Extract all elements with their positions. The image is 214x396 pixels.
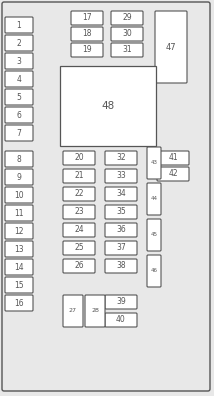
Text: 13: 13 — [14, 244, 24, 253]
Text: 32: 32 — [116, 154, 126, 162]
FancyBboxPatch shape — [5, 151, 33, 167]
Text: 12: 12 — [14, 227, 24, 236]
FancyBboxPatch shape — [5, 17, 33, 33]
Text: 5: 5 — [16, 93, 21, 101]
Text: 27: 27 — [69, 308, 77, 314]
FancyBboxPatch shape — [5, 187, 33, 203]
Text: 17: 17 — [82, 13, 92, 23]
FancyBboxPatch shape — [105, 295, 137, 309]
FancyBboxPatch shape — [147, 183, 161, 215]
Text: 3: 3 — [16, 57, 21, 65]
FancyBboxPatch shape — [63, 223, 95, 237]
FancyBboxPatch shape — [111, 11, 143, 25]
FancyBboxPatch shape — [5, 295, 33, 311]
FancyBboxPatch shape — [105, 313, 137, 327]
Text: 6: 6 — [16, 110, 21, 120]
Text: 2: 2 — [17, 38, 21, 48]
FancyBboxPatch shape — [105, 151, 137, 165]
FancyBboxPatch shape — [71, 11, 103, 25]
FancyBboxPatch shape — [63, 187, 95, 201]
Text: 14: 14 — [14, 263, 24, 272]
FancyBboxPatch shape — [147, 219, 161, 251]
FancyBboxPatch shape — [2, 2, 210, 391]
Text: 16: 16 — [14, 299, 24, 308]
Text: 37: 37 — [116, 244, 126, 253]
FancyBboxPatch shape — [5, 169, 33, 185]
FancyBboxPatch shape — [71, 27, 103, 41]
FancyBboxPatch shape — [5, 125, 33, 141]
FancyBboxPatch shape — [147, 147, 161, 179]
Text: 47: 47 — [166, 42, 176, 51]
FancyBboxPatch shape — [63, 205, 95, 219]
Text: 48: 48 — [101, 101, 115, 111]
FancyBboxPatch shape — [5, 53, 33, 69]
FancyBboxPatch shape — [105, 205, 137, 219]
Text: 8: 8 — [17, 154, 21, 164]
FancyBboxPatch shape — [63, 169, 95, 183]
Text: 18: 18 — [82, 29, 92, 38]
Text: 21: 21 — [74, 171, 84, 181]
FancyBboxPatch shape — [105, 169, 137, 183]
FancyBboxPatch shape — [5, 241, 33, 257]
Bar — [60, 66, 156, 146]
FancyBboxPatch shape — [5, 35, 33, 51]
Text: 38: 38 — [116, 261, 126, 270]
Text: 33: 33 — [116, 171, 126, 181]
FancyBboxPatch shape — [71, 43, 103, 57]
FancyBboxPatch shape — [5, 259, 33, 275]
FancyBboxPatch shape — [111, 27, 143, 41]
FancyBboxPatch shape — [85, 295, 105, 327]
FancyBboxPatch shape — [5, 277, 33, 293]
Text: 4: 4 — [16, 74, 21, 84]
Text: 44: 44 — [150, 196, 158, 202]
Text: 11: 11 — [14, 209, 24, 217]
Text: 20: 20 — [74, 154, 84, 162]
FancyBboxPatch shape — [5, 205, 33, 221]
Text: 22: 22 — [74, 190, 84, 198]
Text: 35: 35 — [116, 208, 126, 217]
Text: 15: 15 — [14, 280, 24, 289]
Text: 31: 31 — [122, 46, 132, 55]
FancyBboxPatch shape — [5, 89, 33, 105]
Text: 25: 25 — [74, 244, 84, 253]
FancyBboxPatch shape — [147, 255, 161, 287]
FancyBboxPatch shape — [111, 43, 143, 57]
Text: 41: 41 — [168, 154, 178, 162]
FancyBboxPatch shape — [5, 223, 33, 239]
Text: 10: 10 — [14, 190, 24, 200]
FancyBboxPatch shape — [105, 187, 137, 201]
Text: 43: 43 — [150, 160, 158, 166]
FancyBboxPatch shape — [157, 167, 189, 181]
Text: 29: 29 — [122, 13, 132, 23]
FancyBboxPatch shape — [105, 259, 137, 273]
Text: 36: 36 — [116, 225, 126, 234]
Text: 39: 39 — [116, 297, 126, 307]
Text: 9: 9 — [16, 173, 21, 181]
Text: 26: 26 — [74, 261, 84, 270]
Text: 45: 45 — [150, 232, 158, 238]
FancyBboxPatch shape — [105, 223, 137, 237]
Text: 40: 40 — [116, 316, 126, 324]
Text: 7: 7 — [16, 128, 21, 137]
Text: 1: 1 — [17, 21, 21, 29]
FancyBboxPatch shape — [155, 11, 187, 83]
FancyBboxPatch shape — [5, 71, 33, 87]
Text: 42: 42 — [168, 169, 178, 179]
FancyBboxPatch shape — [157, 151, 189, 165]
Text: 46: 46 — [150, 268, 158, 274]
Text: 23: 23 — [74, 208, 84, 217]
FancyBboxPatch shape — [105, 241, 137, 255]
Text: 28: 28 — [91, 308, 99, 314]
FancyBboxPatch shape — [63, 241, 95, 255]
Text: 34: 34 — [116, 190, 126, 198]
FancyBboxPatch shape — [5, 107, 33, 123]
Text: 19: 19 — [82, 46, 92, 55]
Text: 30: 30 — [122, 29, 132, 38]
FancyBboxPatch shape — [63, 151, 95, 165]
FancyBboxPatch shape — [63, 295, 83, 327]
FancyBboxPatch shape — [63, 259, 95, 273]
Text: 24: 24 — [74, 225, 84, 234]
